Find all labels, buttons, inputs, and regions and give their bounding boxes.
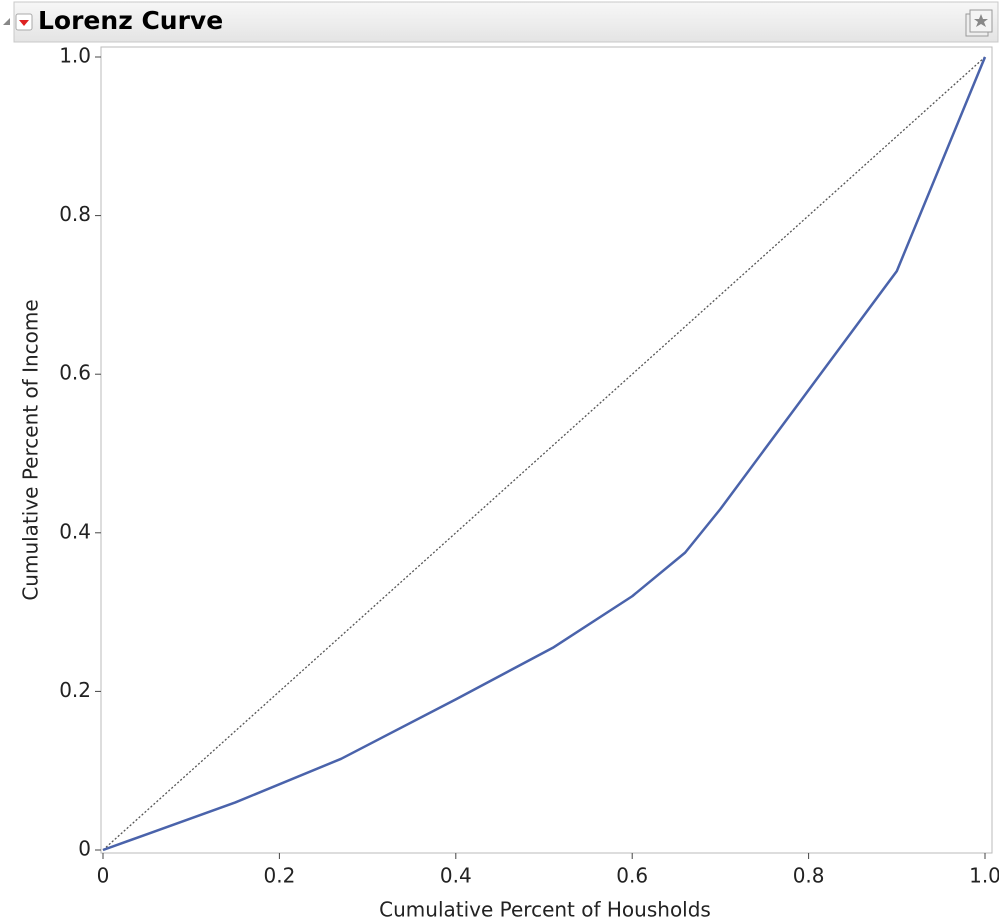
collapse-icon[interactable] [3, 18, 10, 25]
y-axis-label: Cumulative Percent of Income [19, 299, 43, 600]
y-tick-label: 0.2 [59, 678, 91, 702]
x-tick-label: 0 [97, 864, 110, 888]
x-tick-label: 0.4 [440, 864, 472, 888]
y-tick-label: 0.4 [59, 519, 91, 543]
menu-arrow [19, 20, 29, 26]
x-tick-label: 0.6 [616, 864, 648, 888]
x-axis-label: Cumulative Percent of Housholds [379, 898, 711, 922]
x-tick-label: 1.0 [969, 864, 999, 888]
y-tick-label: 0.6 [59, 361, 91, 385]
y-tick-label: 0 [78, 837, 91, 861]
x-tick-label: 0.8 [793, 864, 825, 888]
y-tick-label: 1.0 [59, 44, 91, 68]
star-icon[interactable] [965, 9, 993, 37]
equality-line [102, 56, 986, 851]
y-tick-label: 0.8 [59, 202, 91, 226]
panel-title: Lorenz Curve [38, 6, 223, 35]
lorenz-curve [102, 56, 987, 852]
header-bar [13, 1, 999, 43]
x-tick-label: 0.2 [263, 864, 295, 888]
